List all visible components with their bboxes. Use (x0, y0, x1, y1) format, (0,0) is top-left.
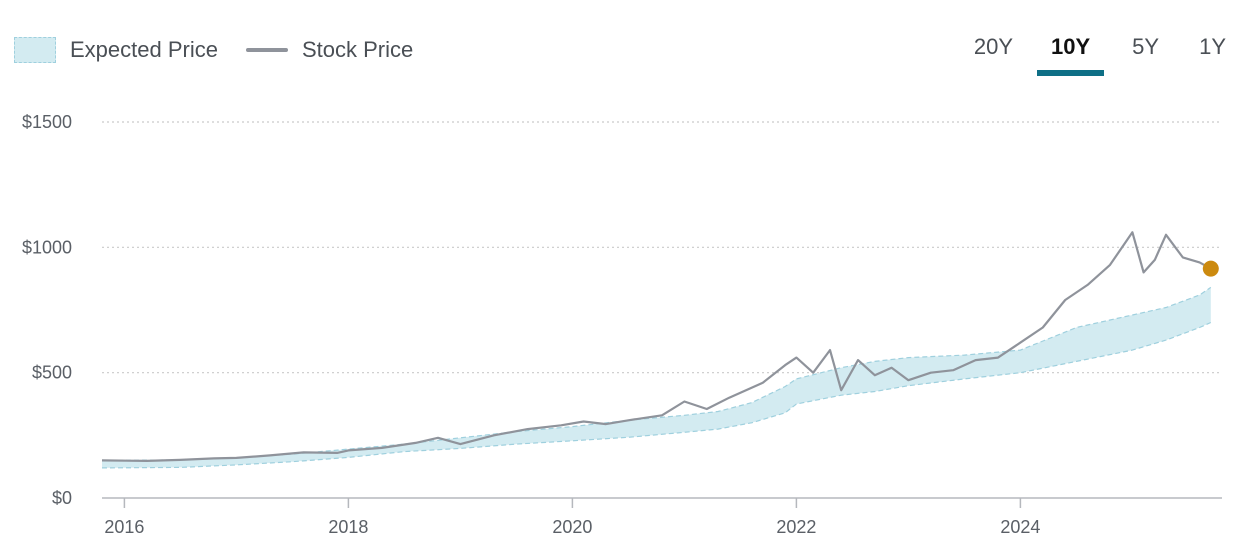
legend-item-expected: Expected Price (14, 37, 218, 63)
time-range-tabs: 20Y 10Y 5Y 1Y (974, 30, 1242, 76)
x-tick-label: 2022 (776, 517, 816, 537)
chart-legend: Expected Price Stock Price (14, 30, 441, 70)
tab-20y-label: 20Y (973, 34, 1013, 59)
tab-10y-underline (1037, 70, 1105, 76)
x-tick-label: 2018 (328, 517, 368, 537)
tab-5y[interactable]: 5Y (1132, 30, 1159, 72)
y-tick-label: $500 (32, 363, 72, 383)
expected-price-band (102, 287, 1211, 468)
y-tick-label: $1000 (22, 237, 72, 257)
expected-price-label: Expected Price (70, 37, 218, 62)
tab-1y-label: 1Y (1199, 34, 1226, 59)
tab-20y[interactable]: 20Y (974, 30, 1013, 72)
tab-10y[interactable]: 10Y (1037, 30, 1105, 76)
x-tick-label: 2024 (1000, 517, 1040, 537)
tab-10y-label: 10Y (1051, 34, 1091, 59)
tab-5y-label: 5Y (1132, 34, 1160, 59)
expected-price-lower (101, 321, 1212, 469)
latest-price-marker (1202, 260, 1219, 277)
stock-price-label: Stock Price (301, 37, 414, 62)
stock-price-line (101, 231, 1212, 462)
expected-price-swatch (14, 37, 56, 63)
x-tick-label: 2020 (552, 517, 592, 537)
stock-price-swatch (245, 48, 288, 52)
tab-1y[interactable]: 1Y (1199, 30, 1226, 72)
legend-item-stock: Stock Price (245, 37, 414, 63)
y-tick-label: $1500 (22, 112, 72, 132)
x-tick-label: 2016 (104, 517, 144, 537)
y-tick-label: $0 (52, 488, 72, 508)
